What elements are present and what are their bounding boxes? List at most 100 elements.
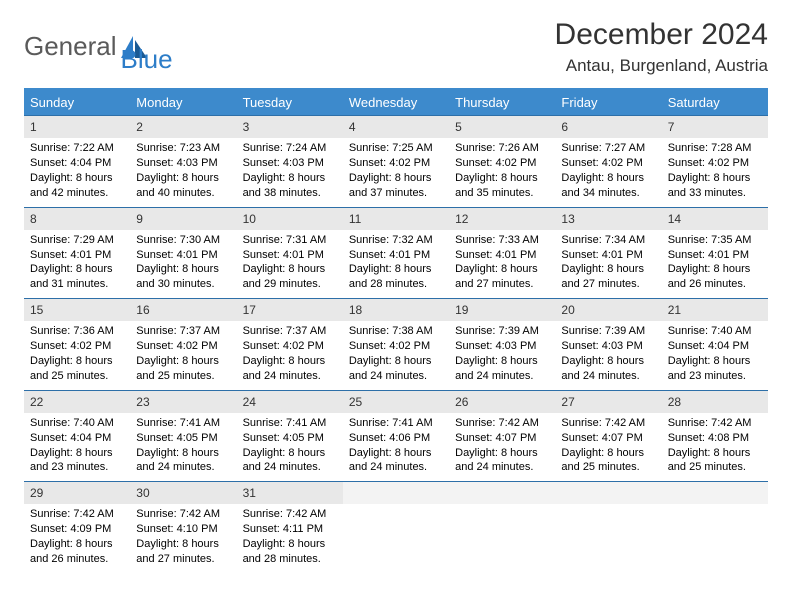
sunrise-line: Sunrise: 7:36 AM <box>30 324 124 339</box>
day-info: Sunrise: 7:39 AMSunset: 4:03 PMDaylight:… <box>449 321 555 389</box>
day-number: 24 <box>237 391 343 413</box>
sunset-line: Sunset: 4:04 PM <box>30 156 124 171</box>
sunset-line: Sunset: 4:01 PM <box>243 248 337 263</box>
sunrise-line: Sunrise: 7:32 AM <box>349 233 443 248</box>
sunrise-line: Sunrise: 7:42 AM <box>455 416 549 431</box>
day-info: Sunrise: 7:32 AMSunset: 4:01 PMDaylight:… <box>343 230 449 298</box>
day-info: Sunrise: 7:41 AMSunset: 4:06 PMDaylight:… <box>343 413 449 481</box>
daylight-line: Daylight: 8 hours and 24 minutes. <box>455 354 549 384</box>
day-number: 8 <box>24 208 130 230</box>
day-info: Sunrise: 7:41 AMSunset: 4:05 PMDaylight:… <box>237 413 343 481</box>
day-info: Sunrise: 7:36 AMSunset: 4:02 PMDaylight:… <box>24 321 130 389</box>
day-info: Sunrise: 7:22 AMSunset: 4:04 PMDaylight:… <box>24 138 130 206</box>
daylight-line: Daylight: 8 hours and 25 minutes. <box>561 446 655 476</box>
day-info: Sunrise: 7:40 AMSunset: 4:04 PMDaylight:… <box>24 413 130 481</box>
calendar-cell: 20Sunrise: 7:39 AMSunset: 4:03 PMDayligh… <box>555 299 661 391</box>
calendar-cell: 2Sunrise: 7:23 AMSunset: 4:03 PMDaylight… <box>130 116 236 208</box>
daylight-line: Daylight: 8 hours and 27 minutes. <box>136 537 230 567</box>
day-number: 4 <box>343 116 449 138</box>
calendar-cell: 29Sunrise: 7:42 AMSunset: 4:09 PMDayligh… <box>24 482 130 573</box>
sunrise-line: Sunrise: 7:26 AM <box>455 141 549 156</box>
day-number: 31 <box>237 482 343 504</box>
day-number: 9 <box>130 208 236 230</box>
day-info: Sunrise: 7:34 AMSunset: 4:01 PMDaylight:… <box>555 230 661 298</box>
sunset-line: Sunset: 4:03 PM <box>243 156 337 171</box>
daylight-line: Daylight: 8 hours and 25 minutes. <box>136 354 230 384</box>
sunrise-line: Sunrise: 7:22 AM <box>30 141 124 156</box>
sunrise-line: Sunrise: 7:25 AM <box>349 141 443 156</box>
sunrise-line: Sunrise: 7:42 AM <box>561 416 655 431</box>
day-info: Sunrise: 7:40 AMSunset: 4:04 PMDaylight:… <box>662 321 768 389</box>
daylight-line: Daylight: 8 hours and 24 minutes. <box>243 354 337 384</box>
sunrise-line: Sunrise: 7:42 AM <box>30 507 124 522</box>
calendar-cell: 21Sunrise: 7:40 AMSunset: 4:04 PMDayligh… <box>662 299 768 391</box>
sunrise-line: Sunrise: 7:31 AM <box>243 233 337 248</box>
sunrise-line: Sunrise: 7:38 AM <box>349 324 443 339</box>
calendar-row: 15Sunrise: 7:36 AMSunset: 4:02 PMDayligh… <box>24 299 768 391</box>
daylight-line: Daylight: 8 hours and 35 minutes. <box>455 171 549 201</box>
weekday-header: Sunday <box>24 89 130 116</box>
daylight-line: Daylight: 8 hours and 30 minutes. <box>136 262 230 292</box>
day-info: Sunrise: 7:23 AMSunset: 4:03 PMDaylight:… <box>130 138 236 206</box>
daylight-line: Daylight: 8 hours and 24 minutes. <box>349 354 443 384</box>
day-info: Sunrise: 7:27 AMSunset: 4:02 PMDaylight:… <box>555 138 661 206</box>
calendar-row: 29Sunrise: 7:42 AMSunset: 4:09 PMDayligh… <box>24 482 768 573</box>
calendar-cell: 24Sunrise: 7:41 AMSunset: 4:05 PMDayligh… <box>237 390 343 482</box>
sunrise-line: Sunrise: 7:39 AM <box>561 324 655 339</box>
sunrise-line: Sunrise: 7:35 AM <box>668 233 762 248</box>
calendar-cell: 10Sunrise: 7:31 AMSunset: 4:01 PMDayligh… <box>237 207 343 299</box>
page-header: General Blue December 2024 Antau, Burgen… <box>24 18 768 76</box>
day-info: Sunrise: 7:24 AMSunset: 4:03 PMDaylight:… <box>237 138 343 206</box>
daylight-line: Daylight: 8 hours and 24 minutes. <box>561 354 655 384</box>
daylight-line: Daylight: 8 hours and 33 minutes. <box>668 171 762 201</box>
calendar-cell: 3Sunrise: 7:24 AMSunset: 4:03 PMDaylight… <box>237 116 343 208</box>
sunset-line: Sunset: 4:01 PM <box>668 248 762 263</box>
sunrise-line: Sunrise: 7:24 AM <box>243 141 337 156</box>
day-number: 19 <box>449 299 555 321</box>
sunrise-line: Sunrise: 7:42 AM <box>136 507 230 522</box>
sunset-line: Sunset: 4:06 PM <box>349 431 443 446</box>
sunrise-line: Sunrise: 7:41 AM <box>349 416 443 431</box>
calendar-cell: 26Sunrise: 7:42 AMSunset: 4:07 PMDayligh… <box>449 390 555 482</box>
day-info: Sunrise: 7:42 AMSunset: 4:07 PMDaylight:… <box>449 413 555 481</box>
day-number: 6 <box>555 116 661 138</box>
sunrise-line: Sunrise: 7:34 AM <box>561 233 655 248</box>
day-info: Sunrise: 7:30 AMSunset: 4:01 PMDaylight:… <box>130 230 236 298</box>
sunset-line: Sunset: 4:05 PM <box>136 431 230 446</box>
day-number: 11 <box>343 208 449 230</box>
day-number: 10 <box>237 208 343 230</box>
day-info: Sunrise: 7:31 AMSunset: 4:01 PMDaylight:… <box>237 230 343 298</box>
sunrise-line: Sunrise: 7:40 AM <box>668 324 762 339</box>
calendar-cell: 13Sunrise: 7:34 AMSunset: 4:01 PMDayligh… <box>555 207 661 299</box>
daylight-line: Daylight: 8 hours and 25 minutes. <box>668 446 762 476</box>
calendar-cell: 22Sunrise: 7:40 AMSunset: 4:04 PMDayligh… <box>24 390 130 482</box>
weekday-header: Tuesday <box>237 89 343 116</box>
calendar-cell: 6Sunrise: 7:27 AMSunset: 4:02 PMDaylight… <box>555 116 661 208</box>
daylight-line: Daylight: 8 hours and 23 minutes. <box>668 354 762 384</box>
day-number: 22 <box>24 391 130 413</box>
sunrise-line: Sunrise: 7:42 AM <box>243 507 337 522</box>
daylight-line: Daylight: 8 hours and 24 minutes. <box>243 446 337 476</box>
sunrise-line: Sunrise: 7:27 AM <box>561 141 655 156</box>
daylight-line: Daylight: 8 hours and 28 minutes. <box>349 262 443 292</box>
calendar-cell: 9Sunrise: 7:30 AMSunset: 4:01 PMDaylight… <box>130 207 236 299</box>
logo: General Blue <box>24 18 173 75</box>
sunset-line: Sunset: 4:03 PM <box>561 339 655 354</box>
daylight-line: Daylight: 8 hours and 23 minutes. <box>30 446 124 476</box>
sunrise-line: Sunrise: 7:37 AM <box>136 324 230 339</box>
calendar-cell <box>555 482 661 573</box>
calendar-cell: 31Sunrise: 7:42 AMSunset: 4:11 PMDayligh… <box>237 482 343 573</box>
daylight-line: Daylight: 8 hours and 29 minutes. <box>243 262 337 292</box>
day-number: 7 <box>662 116 768 138</box>
calendar-cell: 30Sunrise: 7:42 AMSunset: 4:10 PMDayligh… <box>130 482 236 573</box>
calendar-cell: 28Sunrise: 7:42 AMSunset: 4:08 PMDayligh… <box>662 390 768 482</box>
sunrise-line: Sunrise: 7:28 AM <box>668 141 762 156</box>
calendar-table: SundayMondayTuesdayWednesdayThursdayFrid… <box>24 88 768 573</box>
weekday-header: Saturday <box>662 89 768 116</box>
daylight-line: Daylight: 8 hours and 38 minutes. <box>243 171 337 201</box>
day-number: 13 <box>555 208 661 230</box>
day-number: 2 <box>130 116 236 138</box>
daylight-line: Daylight: 8 hours and 40 minutes. <box>136 171 230 201</box>
day-number: 12 <box>449 208 555 230</box>
sunset-line: Sunset: 4:01 PM <box>561 248 655 263</box>
